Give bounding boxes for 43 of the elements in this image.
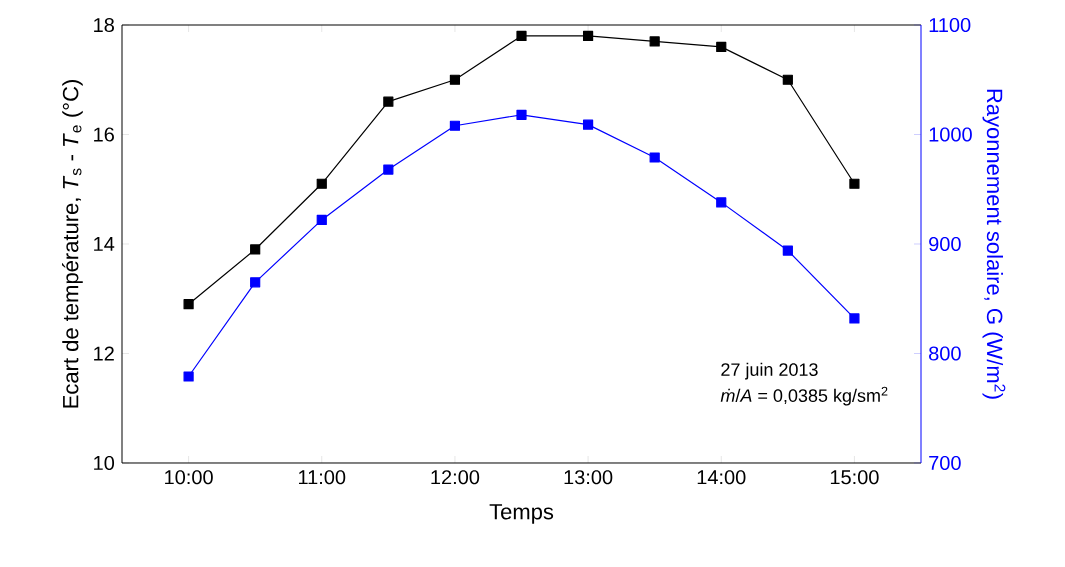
point xyxy=(649,36,660,47)
point xyxy=(849,178,860,189)
y-tick-label: 16 xyxy=(94,127,114,142)
point xyxy=(449,120,461,131)
point xyxy=(183,371,194,382)
point xyxy=(716,41,727,52)
annotation: 27 juin 2013 xyxy=(721,362,818,380)
y2-tick-label: 1100 xyxy=(929,17,971,33)
y-axis-title: Ecart de température, T$_{s}$ - T$_{e}$ (°C) xyxy=(62,80,83,408)
point xyxy=(250,244,261,255)
point xyxy=(449,74,461,85)
point xyxy=(716,197,727,208)
point xyxy=(250,277,261,288)
x-tick-label: 11:00 xyxy=(299,470,346,485)
annotation: ṁ/A = 0,0385 kg/sm$^{2}$ xyxy=(720,386,888,406)
point xyxy=(782,74,793,85)
point xyxy=(516,30,527,42)
x-tick-label: 15:00 xyxy=(830,470,879,485)
point xyxy=(516,109,527,120)
point xyxy=(316,214,327,225)
y2-tick-label: 900 xyxy=(929,236,961,252)
x-tick-label: 14:00 xyxy=(697,470,746,485)
point xyxy=(582,119,594,130)
point xyxy=(183,299,194,310)
point xyxy=(649,152,660,163)
y2-tick-label: 800 xyxy=(929,346,961,361)
point xyxy=(316,178,327,189)
y-tick-label: 10 xyxy=(94,455,115,471)
point xyxy=(383,164,394,175)
point xyxy=(383,96,394,107)
point xyxy=(782,245,793,256)
x-tick-label: 10:00 xyxy=(165,470,213,485)
y2-axis-title: Rayonnement solaire, G (W/m$^{2}$) xyxy=(982,89,1006,399)
point xyxy=(582,30,594,42)
y-tick-label: 12 xyxy=(94,346,114,361)
x-axis-title: Temps xyxy=(489,504,554,524)
y2-tick-label: 1000 xyxy=(929,127,972,142)
y-tick-label: 18 xyxy=(94,17,114,33)
y2-tick-label: 700 xyxy=(929,455,961,471)
y-tick-label: 14 xyxy=(94,237,115,251)
x-tick-label: 13:00 xyxy=(564,470,613,485)
point xyxy=(849,313,860,324)
x-tick-label: 12:00 xyxy=(431,470,480,485)
